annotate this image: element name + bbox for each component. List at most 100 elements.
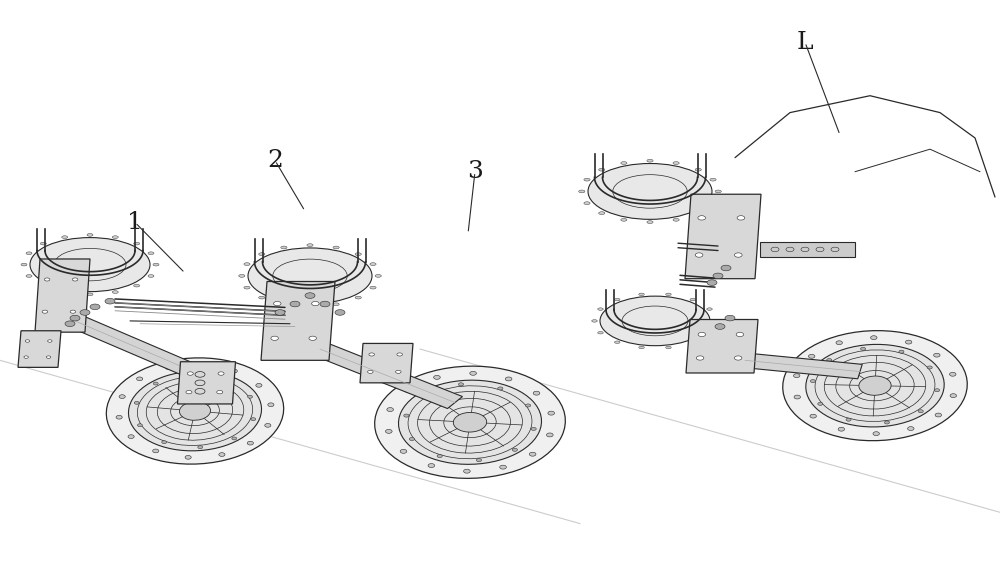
Ellipse shape [26,275,32,278]
Ellipse shape [547,433,553,437]
Polygon shape [686,320,758,373]
Circle shape [65,321,75,327]
Circle shape [309,336,316,341]
Circle shape [24,356,28,358]
Circle shape [734,253,742,257]
Circle shape [275,310,285,315]
Bar [760,242,855,257]
Ellipse shape [859,376,891,395]
Ellipse shape [185,455,191,459]
Ellipse shape [935,413,942,417]
Ellipse shape [199,363,205,367]
Ellipse shape [148,275,154,278]
Ellipse shape [106,358,284,464]
Ellipse shape [268,403,274,406]
Ellipse shape [398,380,542,464]
Ellipse shape [248,248,372,304]
Ellipse shape [26,252,32,254]
Ellipse shape [137,424,142,427]
Ellipse shape [259,253,265,256]
Circle shape [698,332,706,337]
Ellipse shape [355,253,361,256]
Ellipse shape [673,218,679,221]
Ellipse shape [333,246,339,249]
Circle shape [335,310,345,315]
Ellipse shape [148,252,154,254]
Ellipse shape [533,391,540,395]
Ellipse shape [259,296,265,299]
Circle shape [713,273,723,279]
Ellipse shape [453,413,487,432]
Ellipse shape [818,403,823,405]
Ellipse shape [666,293,671,296]
Ellipse shape [599,212,605,215]
Ellipse shape [673,162,679,164]
Ellipse shape [355,296,361,299]
Ellipse shape [232,437,237,440]
Ellipse shape [695,168,701,171]
Ellipse shape [794,395,800,399]
Ellipse shape [639,293,644,296]
Ellipse shape [695,212,701,215]
Polygon shape [313,343,462,409]
Text: 1: 1 [127,211,143,234]
Circle shape [734,356,742,360]
Ellipse shape [434,376,440,379]
Ellipse shape [464,469,470,473]
Ellipse shape [806,345,944,427]
Ellipse shape [584,178,590,181]
Ellipse shape [588,163,712,220]
Ellipse shape [116,415,122,419]
Ellipse shape [247,441,253,445]
Circle shape [25,340,30,342]
Circle shape [320,301,330,307]
Ellipse shape [713,320,718,322]
Circle shape [90,304,100,310]
Circle shape [737,216,745,220]
Ellipse shape [40,284,46,287]
Ellipse shape [598,332,603,334]
Ellipse shape [810,414,816,418]
Ellipse shape [710,202,716,204]
Circle shape [80,310,90,315]
Ellipse shape [918,410,923,413]
Circle shape [305,293,315,298]
Ellipse shape [666,346,671,348]
Ellipse shape [615,341,620,343]
Ellipse shape [934,353,940,357]
Ellipse shape [239,275,245,277]
Circle shape [290,301,300,307]
Ellipse shape [861,347,866,350]
Circle shape [707,280,717,285]
Ellipse shape [128,371,262,451]
Circle shape [696,356,704,360]
Ellipse shape [179,401,211,421]
Ellipse shape [525,404,531,407]
Ellipse shape [30,238,150,292]
Ellipse shape [153,382,158,385]
Circle shape [725,315,735,321]
Ellipse shape [187,373,192,376]
Ellipse shape [950,394,957,397]
Polygon shape [178,362,236,404]
Ellipse shape [404,414,409,417]
Polygon shape [685,194,761,279]
Ellipse shape [162,441,167,444]
Ellipse shape [621,162,627,164]
Ellipse shape [153,263,159,266]
Polygon shape [35,259,90,332]
Ellipse shape [248,395,253,398]
Circle shape [105,298,115,304]
Ellipse shape [548,411,555,415]
Circle shape [44,278,50,281]
Ellipse shape [87,293,93,296]
Ellipse shape [505,377,512,381]
Ellipse shape [281,303,287,306]
Ellipse shape [707,332,712,334]
Ellipse shape [690,298,695,301]
Ellipse shape [707,308,712,310]
Ellipse shape [244,286,250,289]
Ellipse shape [647,221,653,224]
Ellipse shape [112,291,118,293]
Ellipse shape [599,168,605,171]
